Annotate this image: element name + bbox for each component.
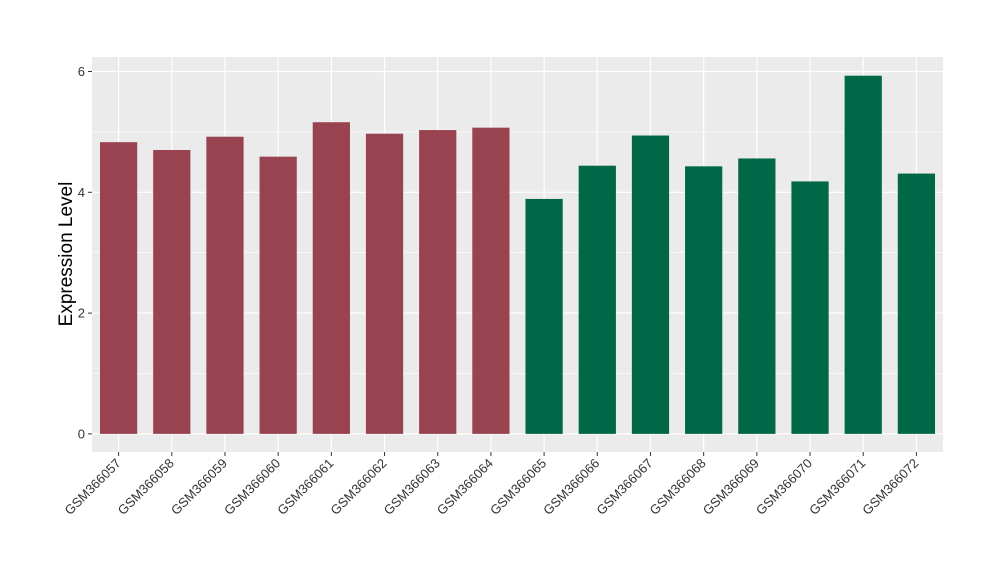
bar-GSM366069: [738, 158, 776, 434]
x-tick-label: GSM366067: [593, 456, 655, 518]
bar-GSM366061: [312, 122, 350, 434]
bar-GSM366060: [259, 156, 297, 434]
bar-GSM366063: [419, 130, 457, 434]
bar-GSM366058: [153, 150, 191, 434]
bars: [99, 75, 936, 434]
y-tick-label: 6: [78, 64, 85, 79]
x-tick-label: GSM366071: [806, 456, 868, 518]
x-tick-label: GSM366065: [487, 456, 549, 518]
x-tick-label: GSM366072: [859, 456, 921, 518]
x-tick-label: GSM366057: [61, 456, 123, 518]
y-tick-label: 0: [78, 426, 85, 441]
bar-GSM366071: [844, 75, 882, 434]
x-tick-label: GSM366070: [753, 456, 815, 518]
bar-GSM366059: [206, 136, 244, 434]
bar-GSM366064: [472, 127, 510, 434]
x-tick-label: GSM366068: [647, 456, 709, 518]
y-axis: 0 2 4 6: [78, 64, 92, 441]
bar-GSM366072: [897, 173, 936, 434]
bar-GSM366057: [99, 142, 138, 434]
bar-GSM366067: [631, 135, 670, 434]
x-tick-label: GSM366063: [381, 456, 443, 518]
y-tick-label: 2: [78, 306, 85, 321]
x-axis: GSM366057GSM366058GSM366059GSM366060GSM3…: [61, 452, 922, 518]
x-tick-label: GSM366061: [274, 456, 336, 518]
bar-GSM366066: [578, 165, 616, 434]
x-tick-label: GSM366058: [115, 456, 177, 518]
y-tick-label: 4: [78, 185, 85, 200]
bar-GSM366062: [365, 133, 404, 434]
x-tick-label: GSM366069: [700, 456, 762, 518]
y-axis-label: Expression Level: [56, 182, 77, 327]
x-tick-label: GSM366062: [327, 456, 389, 518]
x-tick-label: GSM366066: [540, 456, 602, 518]
x-tick-label: GSM366059: [168, 456, 230, 518]
x-tick-label: GSM366060: [221, 456, 283, 518]
bar-GSM366065: [525, 198, 563, 434]
bar-GSM366068: [685, 166, 723, 434]
bar-GSM366070: [791, 181, 829, 434]
x-tick-label: GSM366064: [434, 456, 496, 518]
